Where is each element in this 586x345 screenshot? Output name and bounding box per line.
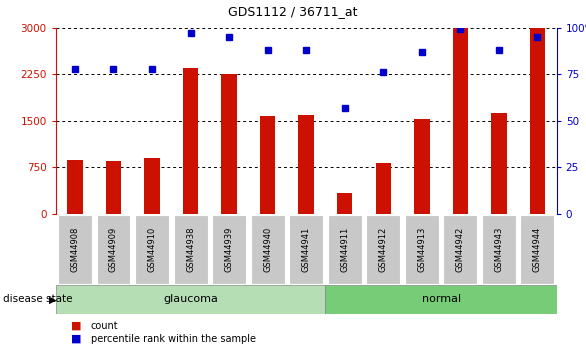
Bar	[260, 116, 275, 214]
Bar	[67, 160, 83, 214]
Bar	[414, 119, 430, 214]
Bar	[444, 215, 478, 284]
Bar	[97, 215, 131, 284]
Bar	[298, 115, 314, 214]
Bar	[251, 215, 285, 284]
Bar	[376, 163, 391, 214]
Text: GSM44942: GSM44942	[456, 227, 465, 272]
Text: ▶: ▶	[49, 294, 56, 304]
Text: GSM44944: GSM44944	[533, 227, 542, 272]
Text: disease state: disease state	[3, 294, 73, 304]
Bar	[183, 68, 198, 214]
Text: GDS1112 / 36711_at: GDS1112 / 36711_at	[229, 5, 357, 18]
Text: ■: ■	[71, 334, 81, 344]
Bar	[482, 215, 516, 284]
Text: ■: ■	[71, 321, 81, 331]
Bar	[325, 285, 557, 314]
Bar	[56, 285, 325, 314]
Text: percentile rank within the sample: percentile rank within the sample	[91, 334, 256, 344]
Bar	[212, 215, 246, 284]
Text: GSM44939: GSM44939	[224, 227, 234, 272]
Bar	[222, 74, 237, 214]
Text: GSM44941: GSM44941	[302, 227, 311, 272]
Text: GSM44908: GSM44908	[70, 227, 80, 272]
Bar	[328, 215, 362, 284]
Bar	[520, 215, 554, 284]
Text: glaucoma: glaucoma	[163, 294, 218, 304]
Text: GSM44943: GSM44943	[495, 227, 503, 272]
Text: GSM44910: GSM44910	[148, 227, 156, 272]
Bar	[58, 215, 92, 284]
Text: GSM44913: GSM44913	[417, 227, 426, 272]
Bar	[144, 158, 160, 214]
Text: GSM44940: GSM44940	[263, 227, 272, 272]
Bar	[337, 194, 352, 214]
Bar	[491, 113, 506, 214]
Text: GSM44909: GSM44909	[109, 227, 118, 272]
Text: normal: normal	[421, 294, 461, 304]
Bar	[405, 215, 439, 284]
Bar	[105, 161, 121, 214]
Bar	[173, 215, 207, 284]
Text: GSM44911: GSM44911	[340, 227, 349, 272]
Bar	[452, 28, 468, 214]
Bar	[289, 215, 323, 284]
Bar	[366, 215, 400, 284]
Text: GSM44938: GSM44938	[186, 227, 195, 272]
Text: GSM44912: GSM44912	[379, 227, 388, 272]
Text: count: count	[91, 321, 118, 331]
Bar	[135, 215, 169, 284]
Bar	[530, 28, 545, 214]
